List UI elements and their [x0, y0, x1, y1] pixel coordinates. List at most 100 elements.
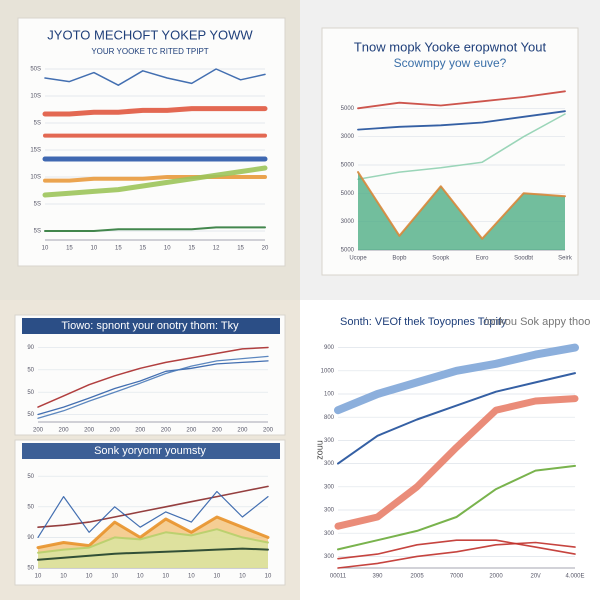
- x-tick-label: 200: [237, 428, 248, 434]
- y-tick-label: 50: [27, 412, 34, 418]
- chart-title: JYOTO MECHOFT YOKEP YOWW: [47, 27, 253, 42]
- line: [357, 110, 566, 131]
- y-tick-label: 3000: [341, 219, 355, 225]
- x-tick-label: 15: [237, 246, 244, 252]
- y-tick-label: 10S: [30, 175, 41, 181]
- y-tick-label: 90: [27, 535, 34, 541]
- x-tick-label: 10: [162, 574, 169, 580]
- x-tick-label: 200: [186, 428, 197, 434]
- x-tick-label: 10: [214, 574, 221, 580]
- line: [337, 372, 576, 465]
- y-tick-label: 5S: [34, 121, 41, 127]
- y-tick-label: 10S: [30, 94, 41, 100]
- line: [334, 343, 579, 415]
- x-tick-label: 10: [265, 574, 272, 580]
- line: [44, 68, 266, 86]
- line: [37, 528, 269, 554]
- line: [42, 106, 268, 117]
- title-banner: [22, 318, 280, 334]
- y-tick-label: 3000: [341, 134, 355, 140]
- line: [337, 539, 576, 560]
- y-tick-label: 5000: [341, 163, 355, 169]
- line: [357, 90, 566, 110]
- x-tick-label: 20: [262, 246, 269, 252]
- x-tick-label: 200: [84, 428, 95, 434]
- y-tick-label: 300: [324, 484, 335, 490]
- chart-subtitle: Scowmpy yow euve?: [394, 56, 507, 70]
- y-tick-label: 90: [27, 345, 34, 351]
- x-tick-label: 10: [239, 574, 246, 580]
- y-tick-label: 50: [27, 367, 34, 373]
- x-tick-label: 200: [59, 428, 70, 434]
- x-tick-label: 200: [110, 428, 121, 434]
- y-tick-label: 50: [27, 390, 34, 396]
- x-tick-label: 10: [164, 246, 171, 252]
- paper: [14, 314, 286, 436]
- y-tick-label: 300: [324, 531, 335, 537]
- x-tick-label: Seirk: [558, 256, 573, 262]
- y-tick-label: 5S: [34, 202, 41, 208]
- line: [37, 360, 269, 416]
- line: [357, 171, 566, 240]
- x-tick-label: 10: [35, 574, 42, 580]
- chart-title: Tiowo: spnont your onotry thom: Tky: [61, 320, 239, 332]
- x-tick-label: 15: [188, 246, 195, 252]
- x-tick-label: Ucope: [349, 256, 367, 262]
- line: [334, 395, 579, 530]
- y-tick-label: 800: [324, 415, 335, 421]
- y-tick-label: 300: [324, 461, 335, 467]
- x-tick-label: 4.000E: [565, 574, 584, 580]
- x-tick-label: 200: [263, 428, 274, 434]
- x-tick-label: 15: [115, 246, 122, 252]
- x-tick-label: 200: [161, 428, 172, 434]
- chart-subtitle: /onkou Sok appy thoo: [484, 316, 590, 328]
- y-tick-label: 300: [324, 438, 335, 444]
- title-banner: [22, 443, 280, 459]
- line: [37, 346, 269, 408]
- x-tick-label: 10: [42, 246, 49, 252]
- x-tick-label: 15: [139, 246, 146, 252]
- y-tick-label: 1000: [321, 368, 335, 374]
- x-tick-label: 200: [135, 428, 146, 434]
- y-tick-label: 100: [324, 392, 335, 398]
- x-tick-label: Soodbt: [514, 256, 533, 262]
- x-tick-label: 7000: [450, 574, 464, 580]
- y-tick-label: 50S: [30, 67, 41, 73]
- chart-title: Tnow mopk Yooke eropwnot Yout: [354, 39, 547, 54]
- x-tick-label: 2005: [410, 574, 424, 580]
- x-tick-label: 20\/: [530, 574, 540, 580]
- x-tick-label: Bopb: [392, 256, 407, 262]
- x-tick-label: 12: [213, 246, 220, 252]
- line: [37, 485, 269, 528]
- x-tick-label: 200: [212, 428, 223, 434]
- x-tick-label: 390: [372, 574, 383, 580]
- y-tick-label: 5S: [34, 229, 41, 235]
- area: [38, 529, 268, 568]
- line: [36, 515, 270, 550]
- x-tick-label: 10: [91, 246, 98, 252]
- y-tick-label: 5000: [341, 106, 355, 112]
- x-tick-label: 10: [188, 574, 195, 580]
- line: [337, 541, 576, 569]
- y-tick-label: 50: [27, 474, 34, 480]
- x-tick-label: 15: [66, 246, 73, 252]
- line: [337, 464, 576, 551]
- area: [358, 172, 565, 250]
- chart-title: Sonk yoryomr youmsty: [94, 445, 206, 457]
- chart-subtitle: YOUR YOOKE TC RITED TPIPT: [91, 47, 208, 56]
- y-tick-label: 300: [324, 508, 335, 514]
- line: [44, 226, 266, 232]
- paper: [17, 17, 286, 267]
- x-tick-label: Soopk: [432, 256, 450, 262]
- line: [357, 113, 566, 180]
- x-tick-label: 00011: [330, 574, 347, 580]
- line: [42, 165, 268, 198]
- x-tick-label: 10: [111, 574, 118, 580]
- y-tick-label: 300: [324, 554, 335, 560]
- x-tick-label: 10: [137, 574, 144, 580]
- x-tick-label: 10: [60, 574, 67, 580]
- line: [37, 355, 269, 419]
- y-tick-label: 50: [27, 566, 34, 572]
- line: [37, 547, 269, 561]
